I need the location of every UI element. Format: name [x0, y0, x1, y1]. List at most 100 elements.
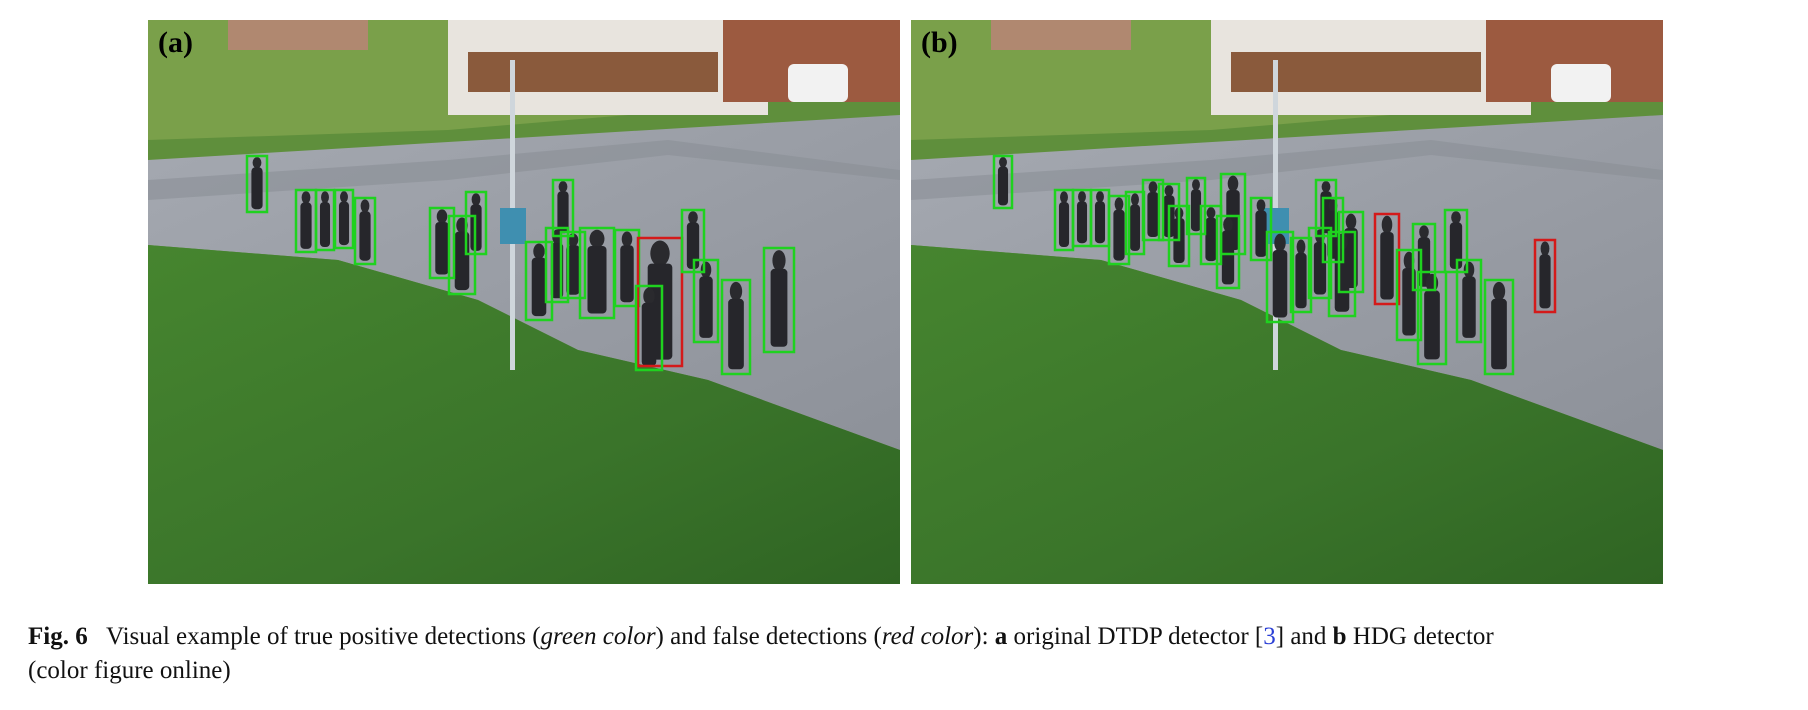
pedestrian-body: [1449, 222, 1463, 269]
caption-text-7: (color figure online): [28, 657, 231, 684]
pedestrian-body: [1539, 254, 1551, 309]
pedestrian-body: [1272, 250, 1288, 318]
caption-text-6: HDG detector: [1346, 623, 1494, 650]
pedestrian-head: [1223, 217, 1233, 232]
true-detection-box: [353, 196, 377, 266]
building-windows: [468, 52, 718, 92]
true-detection-box: [1289, 236, 1313, 314]
pedestrian-body: [300, 202, 312, 249]
pedestrian-head: [1419, 225, 1429, 239]
pedestrian-body: [1380, 232, 1394, 300]
panel-label-a: (a): [158, 26, 193, 59]
pedestrian-head: [1078, 191, 1086, 203]
road-marking: [148, 140, 900, 200]
pedestrian-head: [1131, 193, 1139, 206]
false-detection-box: [636, 236, 684, 368]
true-detection-box: [992, 154, 1014, 210]
pedestrian-head: [321, 191, 329, 204]
surveillance-scene-b: [911, 20, 1663, 584]
pedestrian-head: [1164, 185, 1174, 197]
distant-building: [228, 20, 368, 50]
true-detection-box: [1219, 172, 1247, 256]
pedestrian-head: [340, 191, 348, 203]
pedestrian-head: [1227, 175, 1239, 192]
pedestrian-body: [620, 245, 634, 303]
pedestrian-head: [533, 243, 545, 260]
white-van: [1551, 64, 1611, 102]
pedestrian-head: [1492, 281, 1506, 301]
pedestrian-head: [360, 199, 370, 213]
figure-caption: Fig. 6 Visual example of true positive d…: [28, 620, 1788, 688]
true-detection-box: [720, 278, 752, 376]
true-detection-box: [1249, 196, 1273, 262]
panel-label-b: (b): [921, 26, 958, 59]
true-detection-box: [1416, 270, 1448, 366]
true-detection-box: [551, 178, 575, 238]
pedestrian-body: [728, 298, 744, 370]
pedestrian-body: [251, 167, 263, 210]
pedestrian-head: [650, 240, 670, 267]
pedestrian-body: [566, 245, 580, 295]
pedestrian-body: [1058, 202, 1070, 247]
pedestrian-body: [1491, 298, 1507, 370]
pedestrian-body: [1113, 209, 1125, 261]
pedestrian-body: [531, 257, 547, 317]
pedestrian-head: [471, 193, 481, 206]
true-detection-box: [428, 206, 456, 280]
true-detection-box: [1215, 214, 1241, 290]
pedestrian-body: [338, 201, 350, 246]
true-detection-box: [544, 226, 570, 304]
pedestrian-body: [1205, 217, 1217, 262]
true-detection-box: [634, 284, 664, 372]
caption-text-4: original DTDP detector [: [1007, 623, 1264, 650]
caption-panel-b-ref: b: [1332, 623, 1347, 650]
caption-red-term: red color: [881, 623, 974, 650]
pedestrian-body: [997, 166, 1009, 206]
true-detection-box: [1327, 230, 1357, 318]
pedestrian-body: [319, 202, 331, 247]
pedestrian-head: [1321, 181, 1331, 193]
detection-boxes: [245, 154, 796, 376]
true-detection-box: [1265, 230, 1295, 324]
surveillance-scene-a: [148, 20, 900, 584]
pedestrian-head: [643, 287, 655, 305]
true-detection-box: [1321, 196, 1345, 264]
pedestrian-head: [1296, 239, 1306, 255]
pedestrian-head: [1114, 197, 1124, 211]
false-detection-box: [1373, 212, 1401, 306]
pedestrian-head: [1096, 191, 1104, 203]
caption-text-2: ) and false detections (: [655, 623, 882, 650]
pedestrian-body: [1129, 204, 1141, 251]
pedestrian-head: [252, 157, 262, 169]
info-sign-icon: [500, 208, 526, 244]
true-detection-box: [1455, 258, 1483, 344]
pedestrian-body: [770, 268, 788, 347]
pedestrian-body: [1094, 201, 1106, 244]
pedestrian-head: [436, 209, 448, 224]
pedestrian-head: [1381, 215, 1393, 234]
pedestrian-body: [1076, 201, 1088, 244]
pedestrian-body: [1221, 230, 1235, 285]
true-detection-box: [1107, 194, 1131, 266]
detection-boxes: [992, 154, 1557, 376]
pedestrian-head: [1540, 241, 1550, 256]
pedestrian-body: [435, 222, 449, 275]
citation-link[interactable]: 3: [1263, 623, 1276, 650]
white-van: [788, 64, 848, 102]
pedestrian-head: [729, 281, 743, 301]
pedestrian-head: [1274, 233, 1286, 252]
pedestrian-head: [700, 261, 712, 279]
true-detection-box: [1314, 178, 1338, 238]
pedestrian-body: [699, 276, 713, 338]
pedestrian-body: [1295, 252, 1307, 309]
figure-panel-b: (b): [911, 20, 1663, 584]
true-detection-box: [559, 230, 587, 300]
pedestrian-head: [1345, 213, 1357, 230]
pedestrian-body: [1313, 242, 1327, 295]
distant-building: [991, 20, 1131, 50]
pedestrian-head: [1451, 211, 1461, 224]
pedestrian-head: [1148, 181, 1158, 194]
pedestrian-body: [1424, 290, 1440, 360]
true-detection-box: [1395, 248, 1423, 342]
pedestrian-head: [1192, 179, 1200, 191]
